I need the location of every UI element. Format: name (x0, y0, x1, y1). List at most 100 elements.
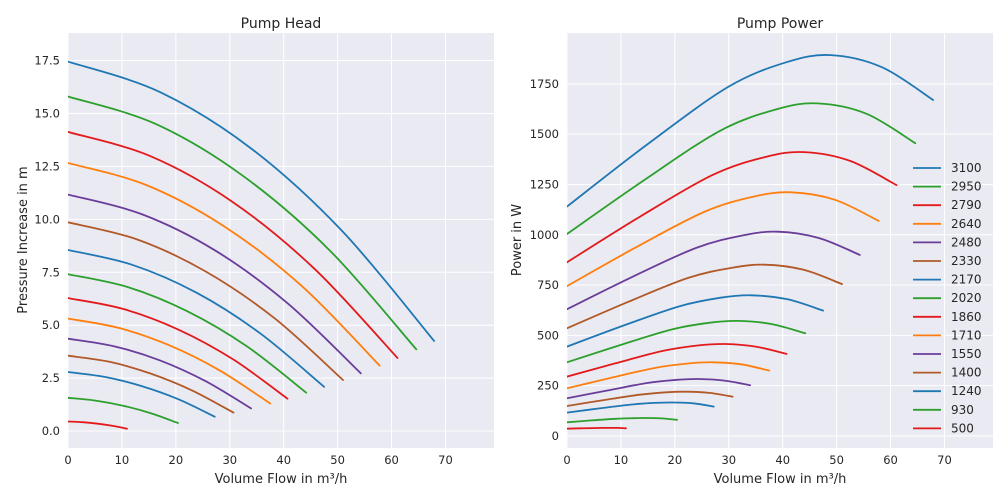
series-line-2640 (68, 162, 381, 367)
x-tick-label: 30 (721, 453, 736, 467)
plot-area (67, 33, 494, 448)
series-line-1400 (68, 354, 235, 414)
series-line-930 (567, 417, 678, 424)
legend-label: 500 (951, 421, 974, 435)
series-lines (68, 60, 435, 430)
y-tick-label: 1500 (530, 127, 559, 141)
x-tick-label: 50 (829, 453, 844, 467)
legend-label: 2640 (951, 217, 982, 231)
y-axis-label: Power in W (510, 204, 525, 276)
series-line-2480 (567, 230, 861, 311)
legend-item: 2330 (913, 254, 982, 268)
x-tick-label: 10 (614, 453, 629, 467)
legend-label: 2020 (951, 291, 982, 305)
x-tick-label: 40 (276, 453, 291, 467)
x-tick-label: 70 (937, 453, 952, 467)
series-line-2330 (567, 263, 843, 330)
y-tick-label: 0 (552, 429, 559, 443)
x-axis-label: Volume Flow in m³/h (215, 472, 348, 487)
legend-item: 1710 (913, 328, 982, 342)
legend-item: 2480 (913, 235, 982, 249)
legend-item: 1400 (913, 366, 982, 380)
y-tick-label: 7.5 (42, 265, 60, 279)
legend: 3100 2950 2790 2640 2480 2330 2170 2020 1860 1710… (913, 161, 982, 435)
legend-item: 1860 (913, 310, 982, 324)
y-tick-label: 5.0 (42, 318, 60, 332)
series-line-2790 (567, 151, 898, 264)
series-line-1240 (68, 371, 216, 418)
series-line-2020 (567, 319, 807, 364)
legend-item: 2170 (913, 273, 982, 287)
legend-item: 1550 (913, 347, 982, 361)
series-line-3100 (567, 54, 934, 208)
y-tick-label: 750 (537, 278, 559, 292)
x-axis-label: Volume Flow in m³/h (714, 472, 847, 487)
series-line-2790 (68, 131, 399, 359)
series-line-2170 (68, 249, 325, 388)
legend-label: 3100 (951, 161, 982, 175)
series-line-1860 (68, 297, 289, 400)
x-tick-label: 60 (883, 453, 898, 467)
legend-label: 930 (951, 403, 974, 417)
x-tick-label: 40 (775, 453, 790, 467)
legend-label: 2790 (951, 198, 982, 212)
legend-label: 1240 (951, 384, 982, 398)
legend-label: 2170 (951, 273, 982, 287)
series-line-2020 (68, 273, 308, 394)
legend-label: 1860 (951, 310, 982, 324)
y-tick-label: 15.0 (34, 106, 60, 120)
series-line-3100 (68, 60, 435, 342)
series-line-1550 (567, 378, 751, 400)
plot-background (68, 33, 494, 448)
x-tick-label: 0 (64, 453, 71, 467)
legend-label: 1550 (951, 347, 982, 361)
chart-title: Pump Head (241, 16, 322, 32)
legend-item: 1240 (913, 384, 982, 398)
legend-item: 2790 (913, 198, 982, 212)
legend-item: 3100 (913, 161, 982, 175)
x-tick-label: 0 (563, 453, 570, 467)
series-line-2170 (567, 294, 824, 348)
series-line-2640 (567, 191, 880, 287)
series-line-2480 (68, 193, 362, 375)
plot-background (567, 33, 993, 448)
series-line-2330 (68, 221, 344, 381)
legend-label: 2330 (951, 254, 982, 268)
series-line-2950 (567, 102, 917, 235)
legend-label: 2950 (951, 180, 982, 194)
series-line-2950 (68, 95, 418, 351)
y-tick-label: 1250 (530, 177, 559, 191)
legend-item: 2020 (913, 291, 982, 305)
series-line-1860 (567, 343, 788, 378)
series-line-1710 (68, 317, 272, 405)
legend-label: 1400 (951, 366, 982, 380)
x-tick-label: 20 (169, 453, 184, 467)
series-line-500 (68, 420, 128, 430)
series-line-930 (68, 396, 179, 424)
y-tick-label: 2.5 (42, 371, 60, 385)
x-tick-label: 70 (438, 453, 453, 467)
y-tick-label: 17.5 (34, 54, 60, 68)
series-line-1550 (68, 337, 252, 410)
y-tick-label: 10.0 (34, 212, 60, 226)
x-tick-label: 20 (668, 453, 683, 467)
x-tick-label: 50 (330, 453, 345, 467)
y-axis-label: Pressure Increase in m (16, 166, 31, 313)
chart-title: Pump Power (737, 16, 824, 32)
y-tick-label: 0.0 (42, 424, 60, 438)
x-tick-label: 60 (384, 453, 399, 467)
legend-item: 2640 (913, 217, 982, 231)
legend-label: 1710 (951, 328, 982, 342)
plot-area (566, 33, 993, 448)
y-tick-label: 500 (537, 328, 559, 342)
legend-label: 2480 (951, 235, 982, 249)
x-tick-label: 30 (222, 453, 237, 467)
series-line-1400 (567, 390, 734, 407)
series-line-1240 (567, 401, 715, 414)
pump-power-chart: Pump Power Volume Flow in m³/h Power in … (510, 16, 993, 487)
y-tick-label: 1000 (530, 228, 559, 242)
x-tick-label: 10 (115, 453, 130, 467)
y-tick-label: 12.5 (34, 159, 60, 173)
legend-item: 2950 (913, 180, 982, 194)
